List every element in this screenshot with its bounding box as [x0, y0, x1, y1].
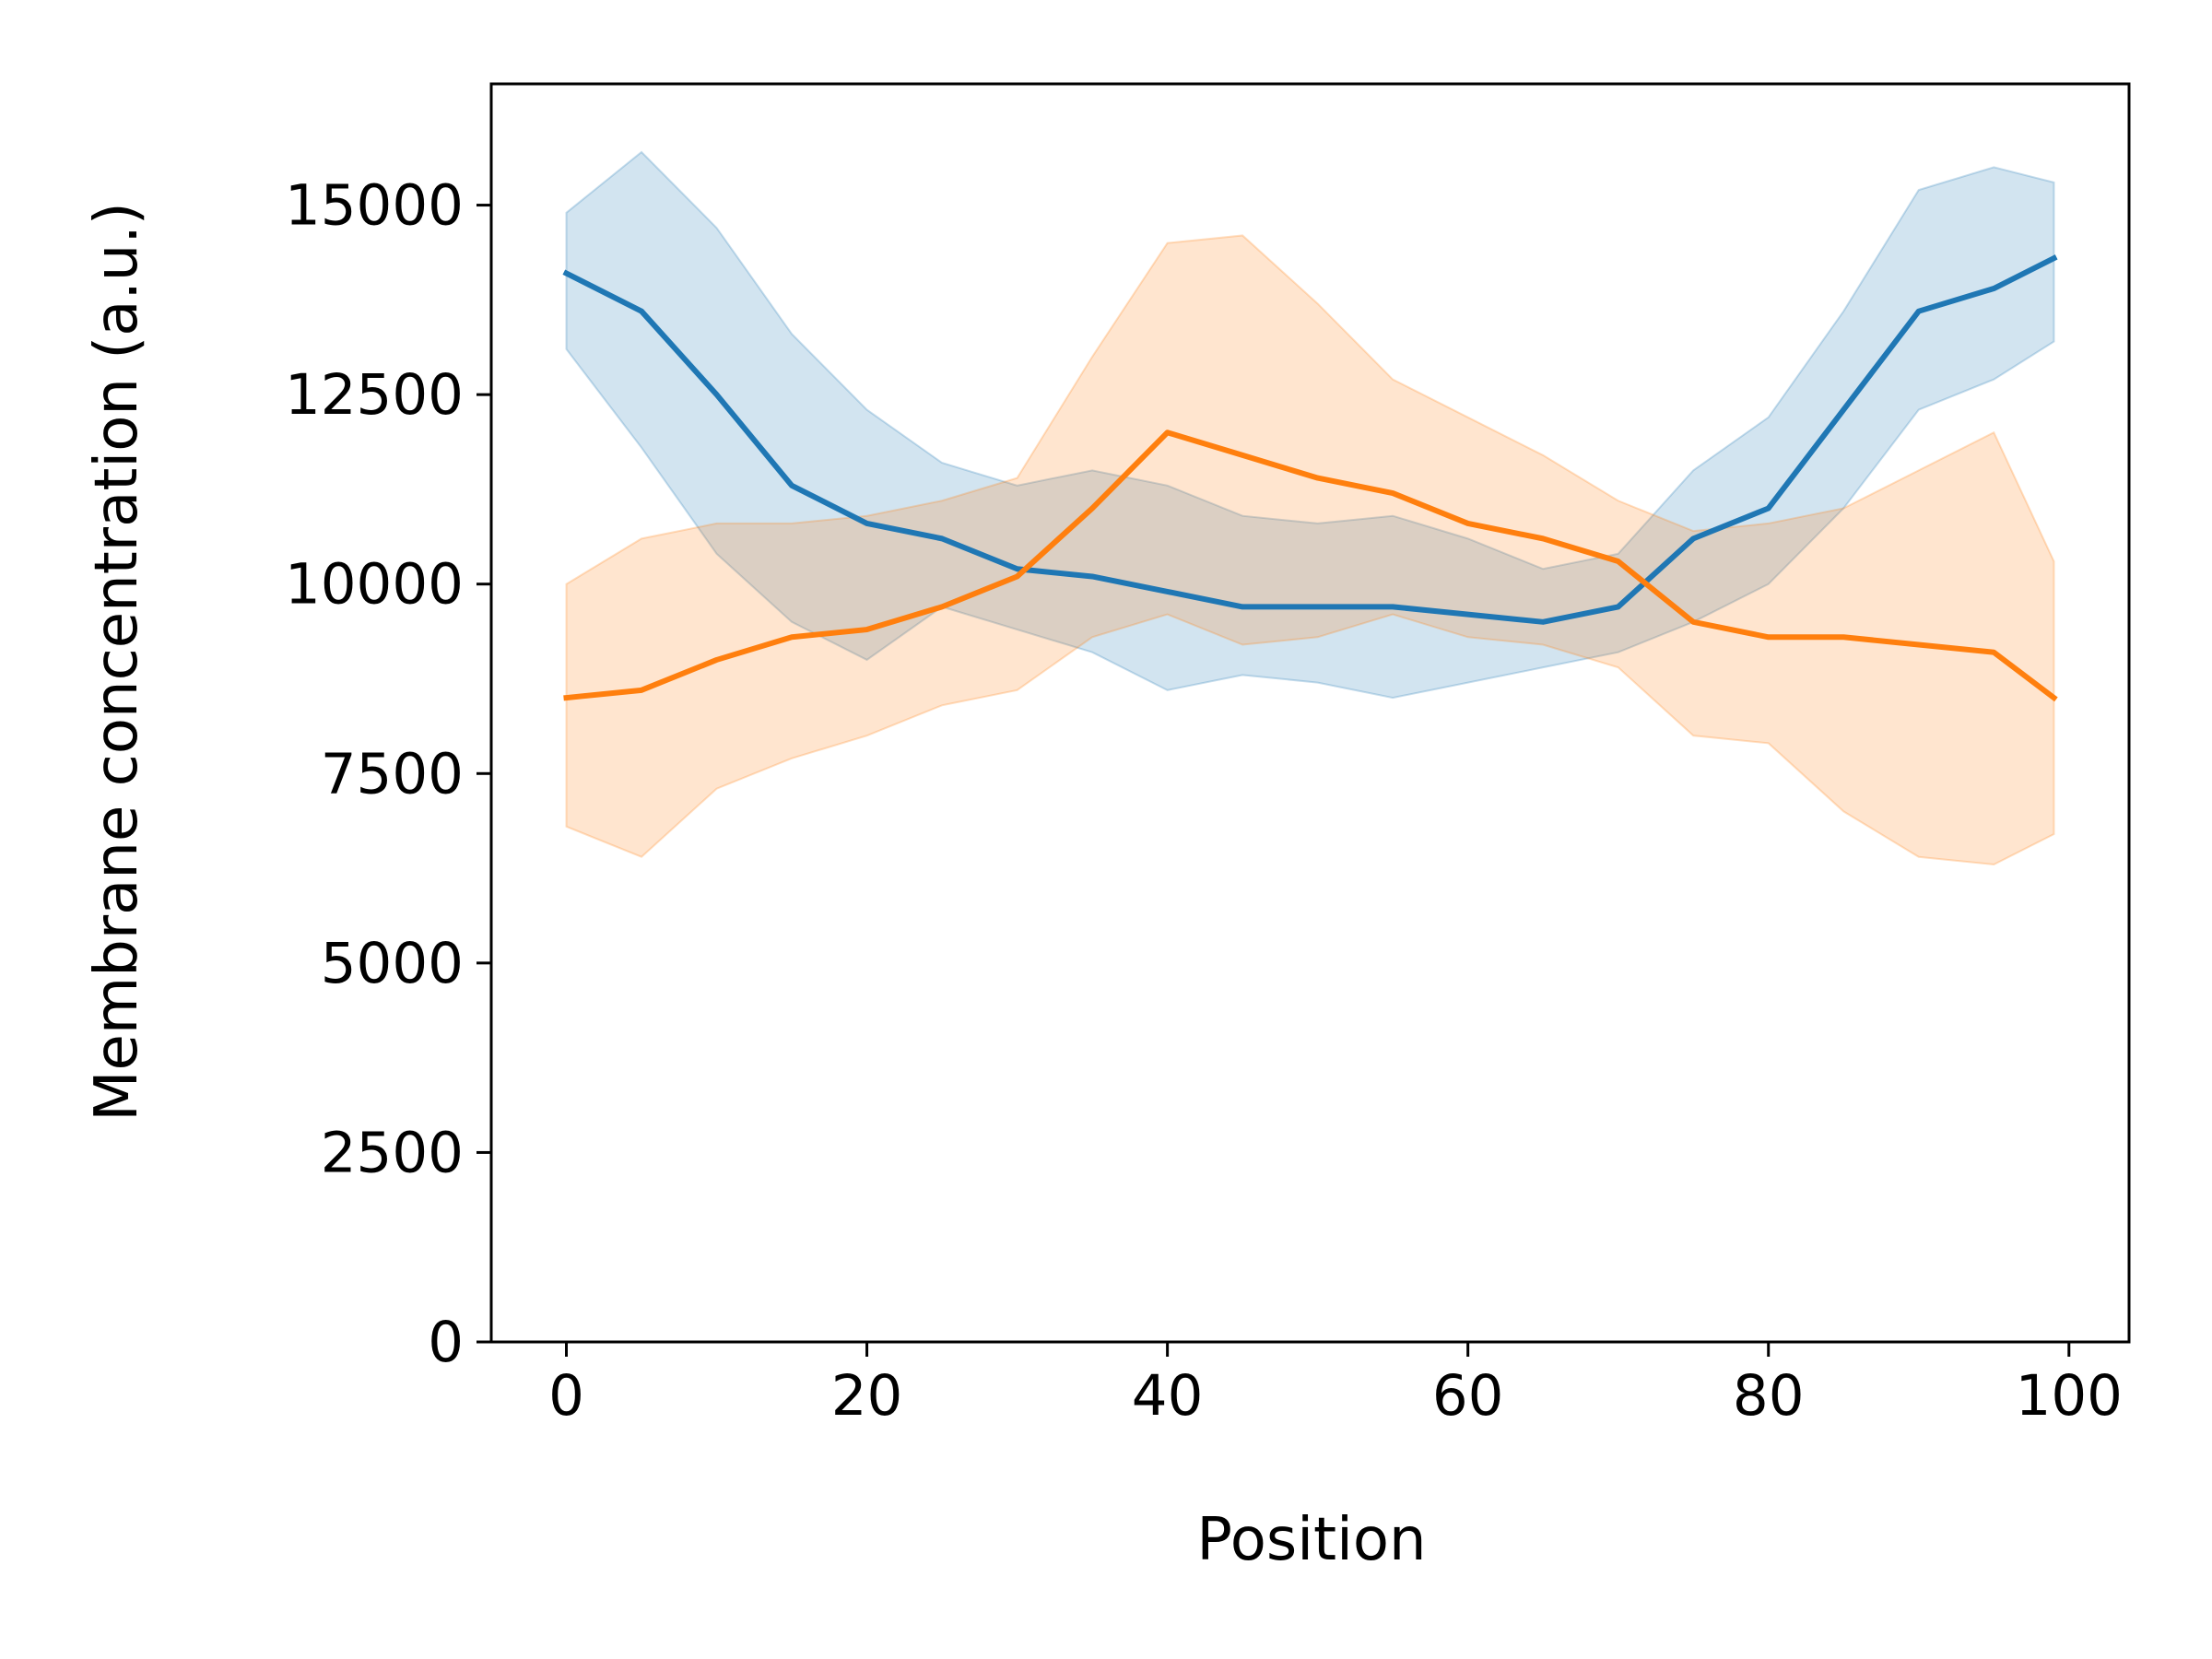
axes: 0 20 40 60 80 100 0 2500 5000 7500 10000 12500 15000	[285, 82, 2131, 1429]
y-tick-label: 10000	[285, 552, 464, 618]
plot-area	[562, 150, 2058, 865]
x-tick-label: 40	[1132, 1363, 1204, 1429]
series-1-band	[565, 150, 2055, 700]
x-tick-label: 20	[831, 1363, 903, 1429]
y-tick-label: 0	[428, 1310, 464, 1375]
x-tick-label: 0	[548, 1363, 584, 1429]
series-2-line	[563, 429, 2058, 702]
x-tick-label: 80	[1733, 1363, 1805, 1429]
x-tick-label: 100	[2016, 1363, 2123, 1429]
x-axis-label: Position	[1196, 1506, 1426, 1574]
axes-frame	[489, 82, 2131, 1344]
y-axis-label: Membrane concentration (a.u.)	[83, 202, 151, 1121]
y-tick-label: 5000	[321, 931, 464, 996]
y-tick-label: 15000	[285, 173, 464, 239]
series-2-band	[565, 234, 2055, 865]
y-tick-label: 7500	[321, 741, 464, 806]
series-1-line	[562, 254, 2058, 625]
x-tick-label: 60	[1432, 1363, 1504, 1429]
y-tick-label: 2500	[321, 1120, 464, 1185]
y-tick-label: 12500	[285, 362, 464, 428]
